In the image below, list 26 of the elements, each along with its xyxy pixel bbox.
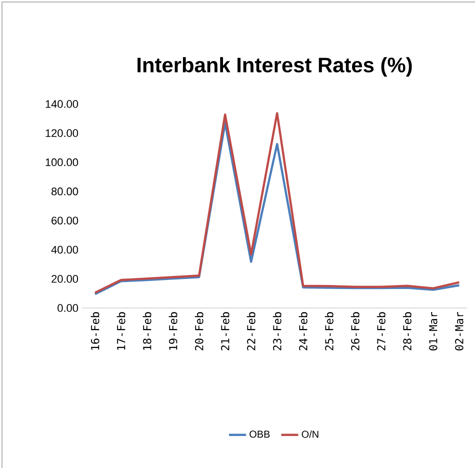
y-tick-label: 140.00 <box>46 100 78 108</box>
y-tick-label: 80.00 <box>52 188 78 196</box>
x-tick-label: 23-Feb <box>272 312 282 350</box>
y-tick-label: 0.00 <box>58 304 78 312</box>
x-tick-label: 17-Feb <box>116 312 126 350</box>
x-tick-label: 27-Feb <box>376 312 386 350</box>
x-tick-label: 21-Feb <box>220 312 230 350</box>
x-tick-label: 18-Feb <box>142 312 152 350</box>
y-tick-label: 20.00 <box>52 274 78 283</box>
y-tick-label: 40.00 <box>51 246 78 254</box>
x-tick-label: 24-Feb <box>298 312 308 350</box>
legend-label: OBB <box>250 430 270 438</box>
x-tick-label: 02-Mar <box>455 312 464 350</box>
y-tick-label: 120.00 <box>46 129 78 138</box>
x-tick-label: 22-Feb <box>246 312 256 350</box>
legend-label: O/N <box>302 430 318 438</box>
x-tick-label: 19-Feb <box>168 312 178 350</box>
x-tick-label: 26-Feb <box>350 312 360 350</box>
x-tick-label: 16-Feb <box>90 312 100 350</box>
y-tick-label: 60.00 <box>52 216 78 224</box>
x-tick-label: 20-Feb <box>194 312 204 350</box>
x-tick-label: 01-Mar <box>429 312 438 350</box>
x-tick-label: 25-Feb <box>324 312 334 350</box>
chart-title: Interbank Interest Rates (%) <box>138 57 412 77</box>
y-tick-label: 100.00 <box>46 158 78 166</box>
x-tick-label: 28-Feb <box>402 312 412 350</box>
